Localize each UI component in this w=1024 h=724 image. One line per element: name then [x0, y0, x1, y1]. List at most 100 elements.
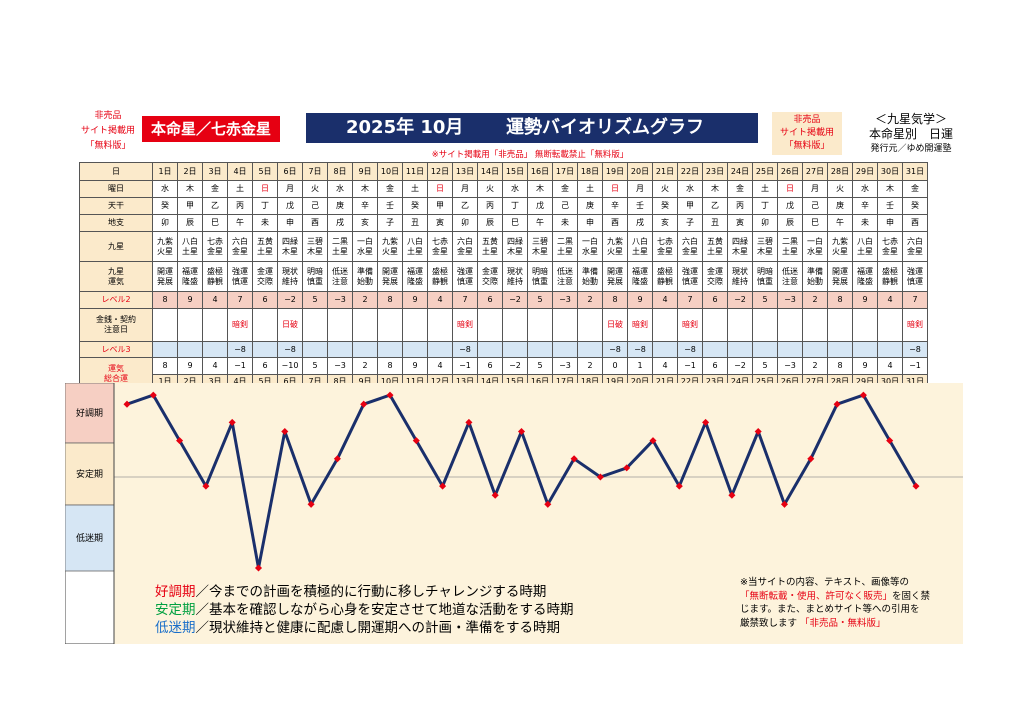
cell-w-22: 水 — [677, 180, 703, 198]
cell-b-14: 辰 — [477, 214, 503, 232]
cell-b-16: 午 — [527, 214, 553, 232]
title-banner: 2025年 10月 運勢バイオリズムグラフ — [306, 113, 758, 143]
cell-w-11: 土 — [402, 180, 428, 198]
cell-s-29: 辛 — [852, 197, 878, 215]
cell-t-10: 8 — [377, 357, 403, 375]
cell-f-28: 開運 発展 — [827, 261, 853, 292]
cell-l3-11 — [402, 341, 428, 358]
cell-l2-27: 2 — [802, 291, 828, 309]
copy-line-2-red: 「無断転載・使用、許可なく販売」 — [740, 590, 893, 602]
cell-l3-26 — [777, 341, 803, 358]
cell-c-14 — [477, 308, 503, 342]
cell-w-23: 木 — [702, 180, 728, 198]
cell-d-18: 18日 — [577, 162, 603, 181]
point-26日 — [780, 500, 789, 508]
cell-f-23: 金運 交際 — [702, 261, 728, 292]
cell-d-17: 17日 — [552, 162, 578, 181]
cell-d-3: 3日 — [202, 162, 228, 181]
cell-l3-30 — [877, 341, 903, 358]
cell-d-7: 7日 — [302, 162, 328, 181]
row-label-fortune: 九星 運気 — [79, 261, 153, 292]
cell-l2-24: −2 — [727, 291, 753, 309]
cell-s-18: 庚 — [577, 197, 603, 215]
row-label-caution: 金銭・契約 注意日 — [79, 308, 153, 342]
cell-l2-22: 7 — [677, 291, 703, 309]
cell-star-15: 四緑 木星 — [502, 231, 528, 262]
cell-l3-20: −8 — [627, 341, 653, 358]
cell-f-7: 明暗 慎重 — [302, 261, 328, 292]
cell-f-19: 開運 発展 — [602, 261, 628, 292]
cell-l3-28 — [827, 341, 853, 358]
cell-s-15: 丁 — [502, 197, 528, 215]
cell-t-3: 4 — [202, 357, 228, 375]
cell-star-31: 六白 金星 — [902, 231, 928, 262]
cell-b-15: 巳 — [502, 214, 528, 232]
cell-star-30: 七赤 金星 — [877, 231, 903, 262]
cell-c-10 — [377, 308, 403, 342]
cell-t-27: 2 — [802, 357, 828, 375]
cell-star-7: 三碧 木星 — [302, 231, 328, 262]
cell-c-2 — [177, 308, 203, 342]
cell-f-15: 現状 維持 — [502, 261, 528, 292]
row-label-weekday: 曜日 — [79, 180, 153, 198]
cell-d-25: 25日 — [752, 162, 778, 181]
cell-star-19: 九紫 火星 — [602, 231, 628, 262]
cell-b-2: 辰 — [177, 214, 203, 232]
point-21日 — [649, 437, 657, 445]
cell-c-9 — [352, 308, 378, 342]
cell-b-19: 酉 — [602, 214, 628, 232]
point-5日 — [228, 418, 236, 426]
cell-d-15: 15日 — [502, 162, 528, 181]
cell-f-11: 福運 隆盛 — [402, 261, 428, 292]
point-4日 — [202, 482, 210, 490]
cell-t-13: −1 — [452, 357, 478, 375]
cell-b-27: 巳 — [802, 214, 828, 232]
cell-l2-8: −3 — [327, 291, 353, 309]
copy-line-1: ※当サイトの内容、テキスト、画像等の — [740, 577, 909, 588]
point-11日 — [386, 391, 394, 399]
cell-s-20: 壬 — [627, 197, 653, 215]
cell-l3-22: −8 — [677, 341, 703, 358]
point-20日 — [623, 464, 631, 472]
cell-l2-14: 6 — [477, 291, 503, 309]
cell-d-4: 4日 — [227, 162, 253, 181]
fortune-table: 日 1日 2日 3日 4日 5日 6日 7日 8日 9日 10日 11日 12日 13日 14日 15日 16日… — [79, 162, 928, 390]
cell-t-4: −1 — [227, 357, 253, 375]
cell-s-10: 壬 — [377, 197, 403, 215]
cell-c-16 — [527, 308, 553, 342]
cell-w-24: 金 — [727, 180, 753, 198]
legend-low-label: 低迷期 — [155, 620, 196, 636]
cell-s-5: 丁 — [252, 197, 278, 215]
point-8日 — [307, 500, 315, 508]
cell-b-4: 午 — [227, 214, 253, 232]
cell-d-1: 1日 — [152, 162, 178, 181]
cell-f-17: 低迷 注意 — [552, 261, 578, 292]
cell-t-5: 6 — [252, 357, 278, 375]
cell-f-31: 強運 慎運 — [902, 261, 928, 292]
band-label-0: 好調期 — [76, 407, 103, 419]
cell-l3-31: −8 — [902, 341, 928, 358]
point-30日 — [886, 437, 894, 445]
copyright-notice: ※当サイトの内容、テキスト、画像等の 「無断転載・使用、許可なく販売」を固く禁 … — [740, 576, 958, 630]
cell-d-29: 29日 — [852, 162, 878, 181]
cell-c-22: 暗剣 — [677, 308, 703, 342]
cell-w-3: 金 — [202, 180, 228, 198]
cell-t-11: 9 — [402, 357, 428, 375]
cell-l2-30: 4 — [877, 291, 903, 309]
cell-l2-23: 6 — [702, 291, 728, 309]
cell-f-6: 現状 維持 — [277, 261, 303, 292]
cell-star-5: 五黄 土星 — [252, 231, 278, 262]
cell-b-30: 申 — [877, 214, 903, 232]
cell-l3-8 — [327, 341, 353, 358]
cell-s-4: 丙 — [227, 197, 253, 215]
cell-b-26: 辰 — [777, 214, 803, 232]
cell-star-18: 一白 水星 — [577, 231, 603, 262]
cell-b-18: 申 — [577, 214, 603, 232]
cell-w-5: 日 — [252, 180, 278, 198]
cell-d-11: 11日 — [402, 162, 428, 181]
cell-w-12: 日 — [427, 180, 453, 198]
cell-c-13: 暗剣 — [452, 308, 478, 342]
cell-d-20: 20日 — [627, 162, 653, 181]
cell-w-27: 月 — [802, 180, 828, 198]
